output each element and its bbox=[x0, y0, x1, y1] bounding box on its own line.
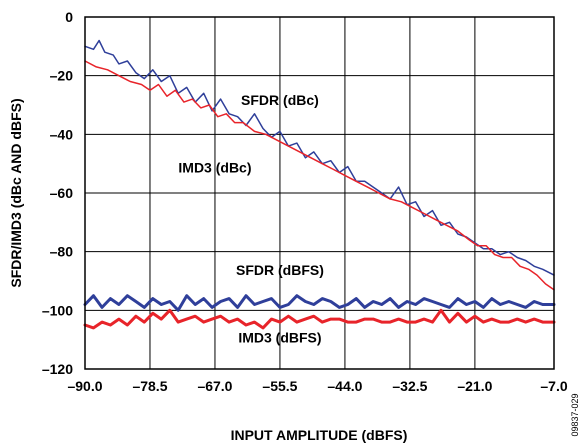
x-tick-label: –55.5 bbox=[262, 378, 297, 394]
series-line-sfdr-dbfs bbox=[83, 294, 556, 312]
series-annotation: SFDR (dBc) bbox=[241, 92, 319, 108]
series-line-sfdr-dbc bbox=[84, 39, 555, 276]
x-axis-title: INPUT AMPLITUDE (dBFS) bbox=[231, 427, 408, 443]
y-tick-label: –20 bbox=[50, 68, 74, 84]
x-tick-label: –44.0 bbox=[327, 378, 362, 394]
plot-frame bbox=[84, 16, 555, 370]
x-tick-label: –21.0 bbox=[457, 378, 492, 394]
y-tick-label: 0 bbox=[65, 9, 73, 25]
y-tick-label: –80 bbox=[50, 244, 74, 260]
x-tick-label: –7.0 bbox=[540, 378, 567, 394]
series-line-imd3-dbfs bbox=[83, 308, 556, 330]
chart-grid bbox=[85, 17, 554, 369]
series-annotation: IMD3 (dBc) bbox=[178, 159, 251, 175]
y-tick-label: –60 bbox=[50, 185, 74, 201]
x-tick-label: –32.5 bbox=[392, 378, 427, 394]
figure-id: 09837-029 bbox=[570, 393, 580, 436]
x-tick-label: –90.0 bbox=[67, 378, 102, 394]
chart-annotations: SFDR (dBc) IMD3 (dBc) SFDR (dBFS) IMD3 (dBF… bbox=[178, 92, 323, 346]
x-tick-label: –78.5 bbox=[132, 378, 167, 394]
y-tick-label: –100 bbox=[42, 302, 73, 318]
y-tick-label: –120 bbox=[42, 361, 73, 377]
series-annotation: IMD3 (dBFS) bbox=[238, 330, 321, 346]
x-tick-label: –67.0 bbox=[197, 378, 232, 394]
y-axis-title: SFDR/IMD3 (dBc AND dBFS) bbox=[8, 98, 24, 287]
chart-ticks: –90.0 –78.5 –67.0 –55.5 –44.0 –32.5 –21.0 –7.0 0… bbox=[42, 9, 568, 394]
series-line-imd3-dbc bbox=[84, 60, 555, 291]
chart-series bbox=[83, 39, 556, 330]
y-tick-label: –40 bbox=[50, 126, 74, 142]
series-annotation: SFDR (dBFS) bbox=[236, 262, 324, 278]
